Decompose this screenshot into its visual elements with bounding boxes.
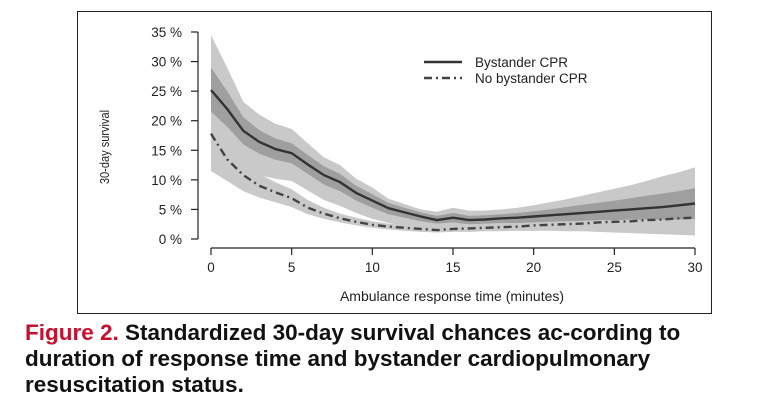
caption-text: Standardized 30-day survival chances ac-… [25, 320, 681, 397]
survival-chart: 0 % 5 % 10 % 15 % 20 % 25 % 30 % 35 % 0 5 10 15 20 25… [97, 25, 702, 304]
ci-band-bystander-cpr-inner [211, 67, 695, 225]
figure-caption: Figure 2. Standardized 30-day survival c… [25, 320, 755, 398]
y-tick-label: 20 % [151, 114, 182, 129]
ticks: 0 % 5 % 10 % 15 % 20 % 25 % 30 % 35 % 0 5 10 15 20 25… [151, 25, 702, 275]
y-tick-label: 35 % [151, 25, 182, 40]
y-axis-label: 30-day survival [97, 110, 112, 184]
legend: Bystander CPR No bystander CPR [424, 55, 588, 86]
y-tick-label: 0 % [159, 232, 182, 247]
y-tick-label: 30 % [151, 55, 182, 70]
x-tick-label: 25 [607, 260, 622, 275]
x-tick-label: 20 [526, 260, 541, 275]
chart-frame: 0 % 5 % 10 % 15 % 20 % 25 % 30 % 35 % 0 5 10 15 20 25… [77, 11, 712, 314]
y-tick-label: 25 % [151, 84, 182, 99]
series-lines [209, 89, 696, 232]
x-tick-label: 10 [365, 260, 380, 275]
line-no-bystander-cpr [209, 133, 696, 232]
y-tick-label: 15 % [151, 143, 182, 158]
legend-label-no-bystander-cpr: No bystander CPR [475, 71, 588, 86]
y-tick-label: 10 % [151, 173, 182, 188]
caption-figure-number: Figure 2. [25, 320, 119, 345]
x-tick-label: 30 [687, 260, 702, 275]
x-tick-label: 5 [288, 260, 296, 275]
legend-label-bystander-cpr: Bystander CPR [475, 55, 568, 70]
line-bystander-cpr [210, 89, 696, 222]
confidence-bands [211, 35, 695, 236]
y-tick-label: 5 % [159, 202, 182, 217]
x-axis-label: Ambulance response time (minutes) [340, 288, 564, 304]
x-tick-label: 15 [445, 260, 460, 275]
x-tick-label: 0 [207, 260, 215, 275]
